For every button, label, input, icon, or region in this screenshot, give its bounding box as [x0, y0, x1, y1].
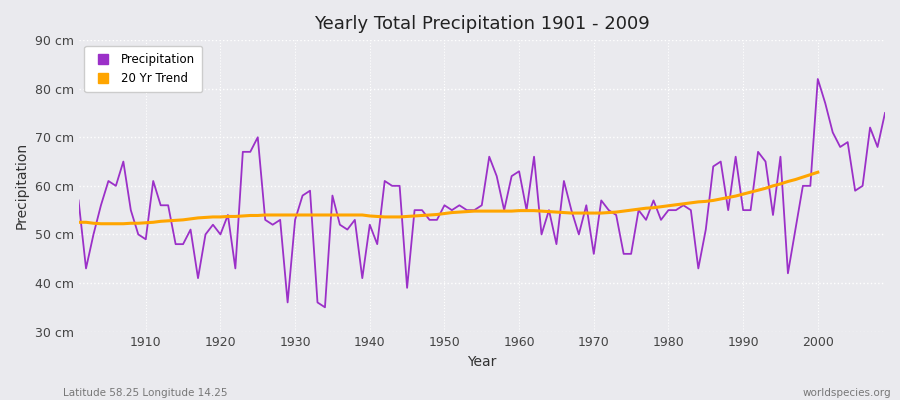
- X-axis label: Year: Year: [467, 355, 497, 369]
- Legend: Precipitation, 20 Yr Trend: Precipitation, 20 Yr Trend: [85, 46, 202, 92]
- Y-axis label: Precipitation: Precipitation: [15, 142, 29, 230]
- Text: worldspecies.org: worldspecies.org: [803, 388, 891, 398]
- Title: Yearly Total Precipitation 1901 - 2009: Yearly Total Precipitation 1901 - 2009: [314, 15, 650, 33]
- Text: Latitude 58.25 Longitude 14.25: Latitude 58.25 Longitude 14.25: [63, 388, 228, 398]
